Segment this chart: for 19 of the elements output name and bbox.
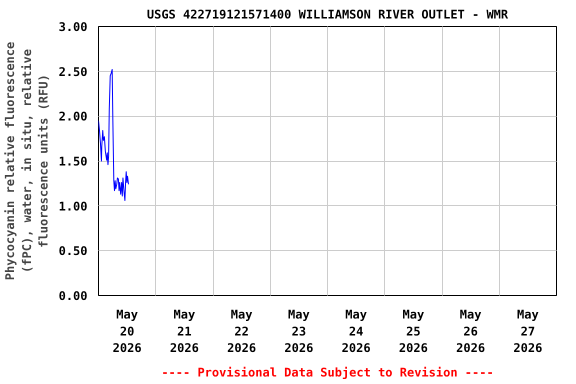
y-axis-title: Phycocyanin relative fluorescence (fPC), water, in situ, relative fluorescence units (RFU) bbox=[3, 42, 51, 280]
y-tick-label: 2.00 bbox=[58, 110, 88, 124]
text: ---- Provisional Data Subject to Revision ---- bbox=[161, 366, 494, 380]
x-tick-label: May 23 2026 bbox=[284, 308, 314, 356]
x-tick-label: May 26 2026 bbox=[456, 308, 486, 356]
x-tick-label: May 21 2026 bbox=[170, 308, 199, 356]
x-tick-label: May 20 2026 bbox=[112, 308, 142, 356]
y-tick-label: 2.50 bbox=[58, 64, 88, 79]
y-tick-label: 3.00 bbox=[58, 20, 88, 34]
y-tick-label: 0.50 bbox=[58, 244, 88, 258]
x-tick-label: May 22 2026 bbox=[227, 308, 256, 356]
y-tick-label: 1.00 bbox=[58, 199, 88, 214]
y-tick-label: 1.50 bbox=[58, 154, 88, 168]
x-tick-label: May 25 2026 bbox=[398, 308, 428, 356]
x-tick-label: May 24 2026 bbox=[342, 308, 371, 356]
y-tick-label: 0.00 bbox=[58, 289, 88, 303]
x-tick-label: May 27 2026 bbox=[513, 308, 542, 356]
chart-title: USGS 422719121571400 WILLIAMSON RIVER OUTLET - WMR bbox=[146, 8, 509, 22]
line-series bbox=[98, 69, 129, 201]
